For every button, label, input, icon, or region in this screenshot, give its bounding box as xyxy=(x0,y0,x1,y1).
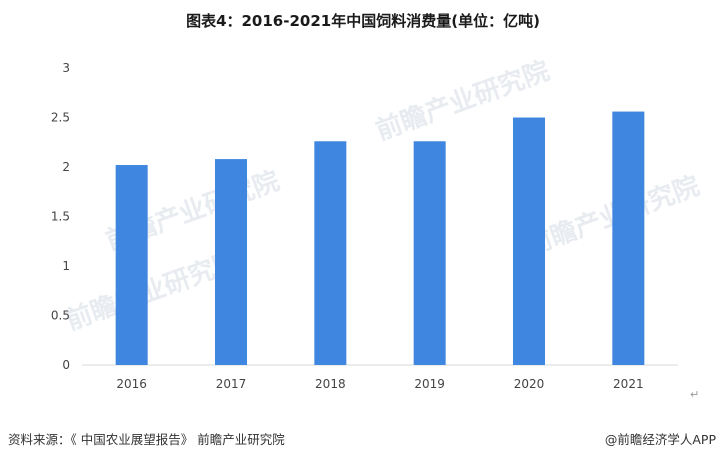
x-tick-label: 2021 xyxy=(613,377,644,391)
x-tick-label: 2016 xyxy=(116,377,147,391)
bar xyxy=(115,165,148,365)
x-tick-label: 2019 xyxy=(414,377,445,391)
bar xyxy=(612,111,645,365)
y-tick-label: 3 xyxy=(62,61,70,75)
return-mark-icon: ↵ xyxy=(690,388,700,401)
y-tick-label: 1 xyxy=(62,259,70,273)
app-credit: @前瞻经济学人APP xyxy=(604,432,716,447)
chart-title: 图表4：2016-2021年中国饲料消费量(单位：亿吨) xyxy=(186,12,540,30)
x-tick-label: 2020 xyxy=(514,377,545,391)
x-tick-label: 2017 xyxy=(216,377,247,391)
y-tick-label: 2 xyxy=(62,160,70,174)
y-tick-label: 0 xyxy=(62,358,70,372)
bars xyxy=(115,111,645,365)
x-tick-label: 2018 xyxy=(315,377,346,391)
y-tick-label: 2.5 xyxy=(51,111,70,125)
source-note: 资料来源：《 中国农业展望报告》 前瞻产业研究院 xyxy=(8,432,285,447)
y-tick-label: 0.5 xyxy=(51,309,70,323)
bar xyxy=(513,117,545,365)
x-axis: 2016 2017 2018 2019 2020 2021 xyxy=(116,377,643,391)
bar xyxy=(314,141,347,365)
bar xyxy=(215,159,247,365)
watermark-layer: 前瞻产业研究院 前瞻产业研究院 前瞻产业研究院 前瞻产业研究院 xyxy=(62,55,704,336)
bar xyxy=(413,141,446,365)
y-tick-label: 1.5 xyxy=(51,210,70,224)
y-axis: 0 0.5 1 1.5 2 2.5 3 xyxy=(51,61,70,372)
